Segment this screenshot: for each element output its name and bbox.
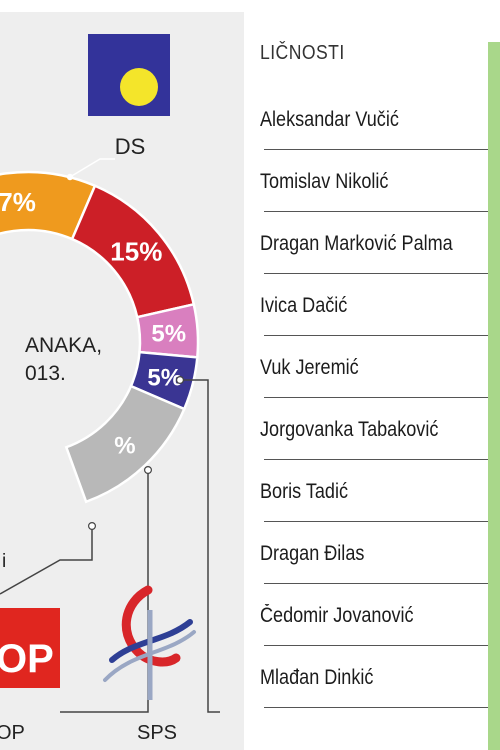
row-divider xyxy=(264,397,500,398)
sps-logo-arc xyxy=(121,585,181,667)
row-divider xyxy=(264,459,500,460)
person-row: Vuk Jeremić xyxy=(260,356,500,418)
red-slice-leader xyxy=(180,379,220,713)
slice-percent-label: 15% xyxy=(110,237,162,267)
sps-label: SPS xyxy=(137,722,177,744)
blue-slice-leader xyxy=(0,526,93,595)
slice-percent-label: 5% xyxy=(151,321,186,348)
donut-slice xyxy=(64,384,186,504)
personalities-header: LIČNOSTI xyxy=(260,42,345,64)
row-divider xyxy=(264,273,500,274)
donut-chart: 17% 15% 5% 5%% ANAKA, 013. DS i OP OP SPS xyxy=(0,34,220,744)
blue-slice-dot xyxy=(87,522,96,531)
person-name: Čedomir Jovanović xyxy=(260,604,414,627)
ds-leader-line xyxy=(69,158,115,178)
donut-chart-panel: 17% 15% 5% 5%% ANAKA, 013. DS i OP OP SPS xyxy=(0,12,244,750)
person-name: Ivica Dačić xyxy=(260,294,348,317)
person-name: Jorgovanka Tabaković xyxy=(260,418,439,441)
row-divider xyxy=(264,211,500,212)
person-row: Tomislav Nikolić xyxy=(260,170,500,232)
person-name: Boris Tadić xyxy=(260,480,349,503)
person-row: Čedomir Jovanović xyxy=(260,604,500,666)
person-name: Dragan Đilas xyxy=(260,542,365,565)
person-row: Aleksandar Vučić xyxy=(260,108,500,170)
ds-logo-sun xyxy=(120,68,158,106)
person-row: Dragan Marković Palma xyxy=(260,232,500,294)
row-divider xyxy=(264,521,500,522)
ldp-logo: OP xyxy=(0,608,60,688)
ds-label: DS xyxy=(115,134,146,159)
green-bar-edge xyxy=(488,42,500,750)
center-text: 013. xyxy=(25,362,66,385)
row-divider xyxy=(264,335,500,336)
pink-slice-leader xyxy=(60,470,149,713)
personalities-panel: LIČNOSTI Aleksandar Vučić Tomislav Nikoli… xyxy=(244,0,500,750)
person-name: Aleksandar Vučić xyxy=(260,108,399,131)
person-row: Mlađan Dinkić xyxy=(260,666,500,728)
row-divider xyxy=(264,583,500,584)
pink-slice-dot xyxy=(144,466,153,475)
person-name: Tomislav Nikolić xyxy=(260,170,389,193)
slice-percent-label: 5% xyxy=(147,365,182,392)
partial-legend-text: i xyxy=(2,551,6,572)
row-divider xyxy=(264,149,500,150)
ldp-label: OP xyxy=(0,722,25,744)
slice-percent-label: 17% xyxy=(0,187,36,217)
person-name: Vuk Jeremić xyxy=(260,356,359,379)
person-name: Mlađan Dinkić xyxy=(260,666,374,689)
ds-leader-dot xyxy=(66,173,74,181)
row-divider xyxy=(264,645,500,646)
center-text: ANAKA, xyxy=(25,334,102,357)
person-row: Jorgovanka Tabaković xyxy=(260,418,500,480)
ds-logo xyxy=(88,34,170,116)
ldp-logo-text: OP xyxy=(0,637,54,681)
slice-percent-label: % xyxy=(114,432,135,459)
red-slice-dot xyxy=(176,376,185,385)
person-row: Ivica Dačić xyxy=(260,294,500,356)
ldp-logo-square xyxy=(0,608,60,688)
person-row: Dragan Đilas xyxy=(260,542,500,604)
person-row: Boris Tadić xyxy=(260,480,500,542)
person-name: Dragan Marković Palma xyxy=(260,232,453,255)
row-divider xyxy=(264,707,500,708)
sps-logo xyxy=(103,585,196,700)
